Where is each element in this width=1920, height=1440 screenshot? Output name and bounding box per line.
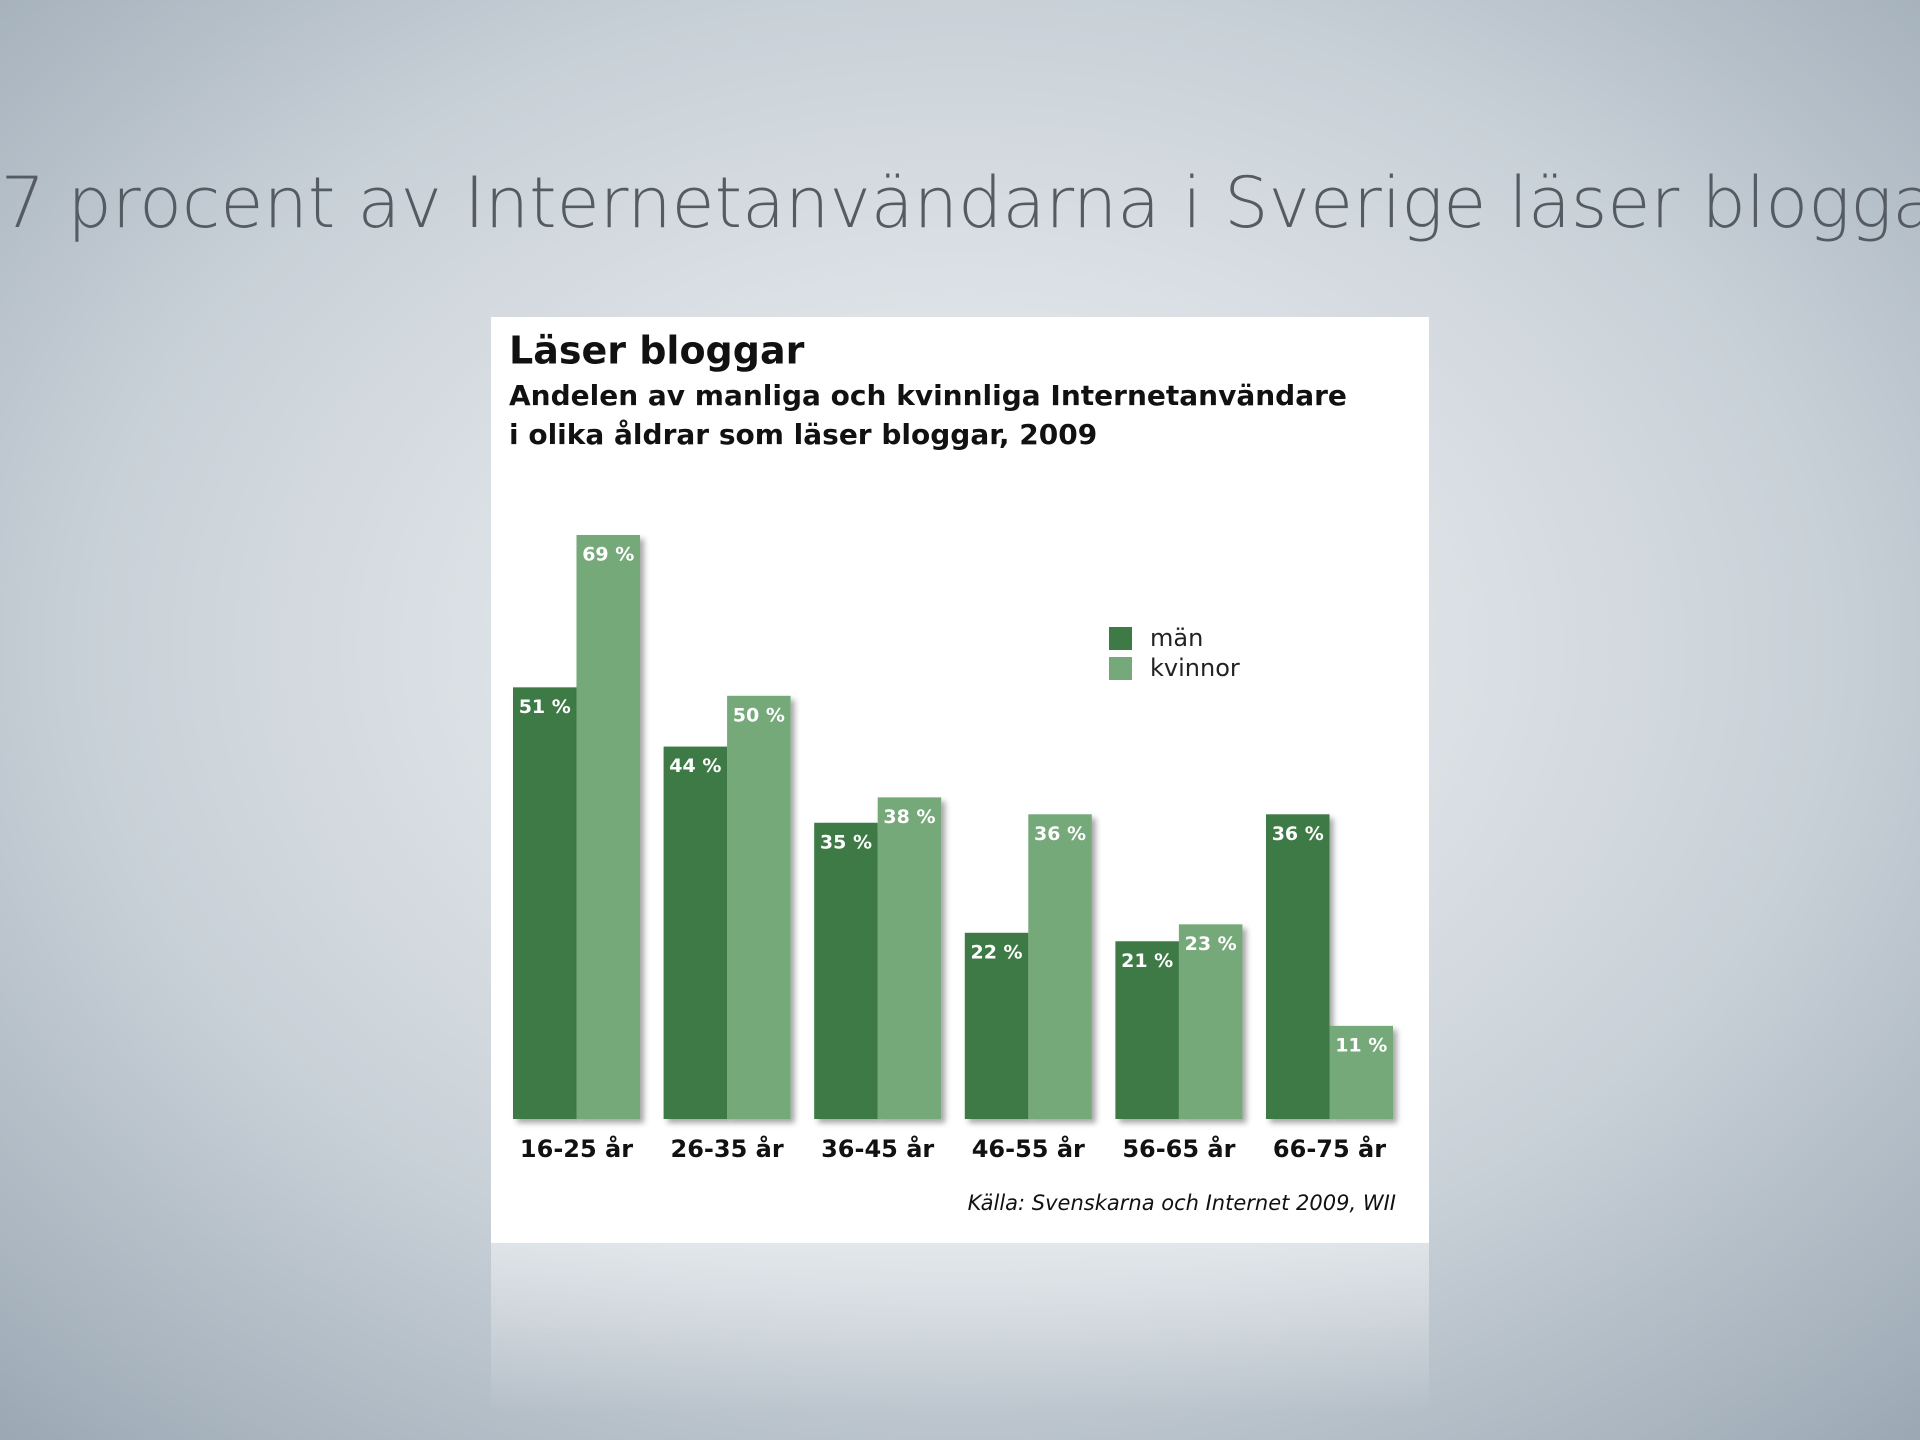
legend-label: kvinnor [1150,654,1240,682]
bar [1329,1025,1393,1119]
chart-subtitle: Andelen av manliga och kvinnliga Interne… [509,379,1347,412]
bar [1028,814,1092,1119]
legend-swatch [1109,627,1132,650]
bar [727,695,791,1119]
x-tick-label: 26-35 år [671,1134,784,1163]
value-label: 21 % [1121,950,1173,972]
value-label: 50 % [733,704,785,726]
x-tick-label: 16-25 år [520,1134,633,1163]
x-tick-label: 66-75 år [1273,1134,1386,1163]
value-label: 44 % [669,755,721,777]
x-tick-label: 56-65 år [1122,1134,1235,1163]
value-label: 38 % [883,806,935,828]
bar [877,797,942,1119]
x-tick-label: 36-45 år [821,1134,934,1163]
bar [663,746,728,1119]
bar [513,687,577,1119]
reflection [491,1243,1429,1413]
value-label: 36 % [1034,823,1086,845]
bar [1178,924,1243,1119]
value-label: 35 % [820,831,872,853]
value-label: 69 % [582,544,634,566]
bar [576,535,640,1119]
value-label: 51 % [519,696,571,718]
slide-title: 37 procent av Internetanvändarna i Sveri… [0,162,1920,244]
value-label: 23 % [1185,933,1237,955]
x-tick-label: 46-55 år [972,1134,1085,1163]
value-label: 11 % [1335,1034,1387,1056]
chart-subtitle: i olika åldrar som läser bloggar, 2009 [509,418,1097,451]
legend-label: män [1150,624,1203,652]
source-note: Källa: Svenskarna och Internet 2009, WII [968,1191,1396,1215]
legend-swatch [1109,657,1132,680]
chart-title: Läser bloggar [509,329,805,373]
value-label: 36 % [1272,823,1324,845]
plot: 51 % 69 % 16-25 år 44 % 50 % 26-35 år 35 % 38 %… [513,535,1393,1163]
bar [1115,941,1179,1119]
bar [964,932,1029,1119]
bar [814,822,878,1119]
value-label: 22 % [971,941,1023,963]
bar [1266,814,1330,1119]
